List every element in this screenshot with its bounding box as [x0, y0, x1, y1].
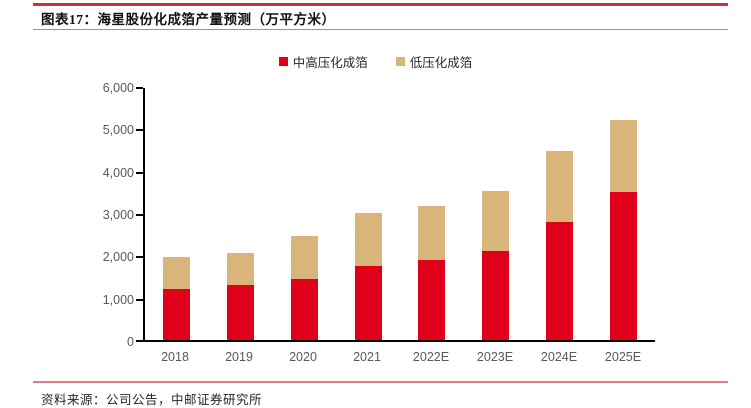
- y-tick-label: 5,000: [102, 123, 134, 138]
- bar-column-2021: [336, 88, 400, 340]
- bars-container: [145, 88, 655, 340]
- bar-segment: [418, 205, 446, 260]
- bar-column-2019: [209, 88, 273, 340]
- x-tick-label: 2021: [353, 350, 381, 364]
- bar-segment: [163, 289, 191, 340]
- legend-label: 中高压化成箔: [292, 56, 368, 70]
- x-tick-label: 2018: [161, 350, 189, 364]
- y-tick-label: 2,000: [102, 250, 134, 265]
- bar-segment: [482, 191, 510, 252]
- bar-segment: [545, 150, 573, 222]
- x-axis-extension: [136, 340, 143, 342]
- y-axis: 0 1,000 2,000 3,000 4,000 5,000 6,000: [0, 81, 134, 349]
- bar-segment: [227, 285, 255, 340]
- source-note: 资料来源：公司公告，中邮证券研究所: [41, 393, 263, 407]
- bar-column-2025E: [591, 88, 655, 340]
- bar-segment: [290, 236, 318, 279]
- y-tick-label: 3,000: [102, 208, 134, 222]
- x-tick-label: 2020: [289, 350, 317, 364]
- y-tick-label: 0: [127, 335, 134, 349]
- y-tick-mark: [136, 298, 143, 301]
- y-tick-mark: [136, 171, 143, 174]
- bar-segment: [227, 252, 255, 285]
- y-tick-mark: [136, 256, 143, 259]
- legend-label: 低压化成箔: [409, 56, 473, 70]
- plot-area: [136, 87, 655, 342]
- bar-column-2024E: [528, 88, 592, 340]
- bar-segment: [482, 251, 510, 340]
- y-tick-label: 1,000: [102, 292, 134, 307]
- y-tick-mark: [136, 87, 143, 89]
- header-bottom-rule: [33, 29, 728, 30]
- x-axis-labels: 2018 2019 2020 2021 2022E 2023E 2024E 2025E: [143, 350, 655, 364]
- bar-segment: [163, 257, 191, 290]
- bar-column-2018: [145, 88, 209, 340]
- bar-segment: [290, 278, 318, 340]
- legend-item-1: 低压化成箔: [395, 52, 473, 71]
- figure-title: 图表17：海星股份化成箔产量预测（万平方米）: [41, 12, 336, 27]
- legend-item-0: 中高压化成箔: [278, 52, 368, 71]
- x-tick-label: 2023E: [476, 350, 514, 364]
- y-tick-mark: [136, 214, 143, 216]
- bar-segment: [545, 221, 573, 340]
- bar-segment: [609, 120, 637, 192]
- legend-swatch-icon: [395, 57, 405, 66]
- x-tick-label: 2022E: [412, 350, 450, 364]
- x-tick-label: 2025E: [604, 350, 642, 364]
- x-tick-label: 2019: [225, 350, 253, 364]
- legend-swatch-icon: [278, 57, 288, 66]
- chart-legend: 中高压化成箔 低压化成箔: [0, 52, 751, 71]
- footer-rule: [33, 381, 728, 383]
- y-tick-label: 6,000: [102, 81, 134, 95]
- y-tick-label: 4,000: [102, 165, 134, 180]
- bar-segment: [609, 191, 637, 340]
- y-tick-mark: [136, 129, 143, 132]
- bar-segment: [354, 212, 382, 266]
- bar-column-2022E: [400, 88, 464, 340]
- bar-column-2020: [273, 88, 337, 340]
- bar-segment: [354, 265, 382, 340]
- x-tick-label: 2024E: [540, 350, 578, 364]
- header-top-rule: [33, 3, 728, 6]
- bar-segment: [418, 259, 446, 340]
- bar-column-2023E: [464, 88, 528, 340]
